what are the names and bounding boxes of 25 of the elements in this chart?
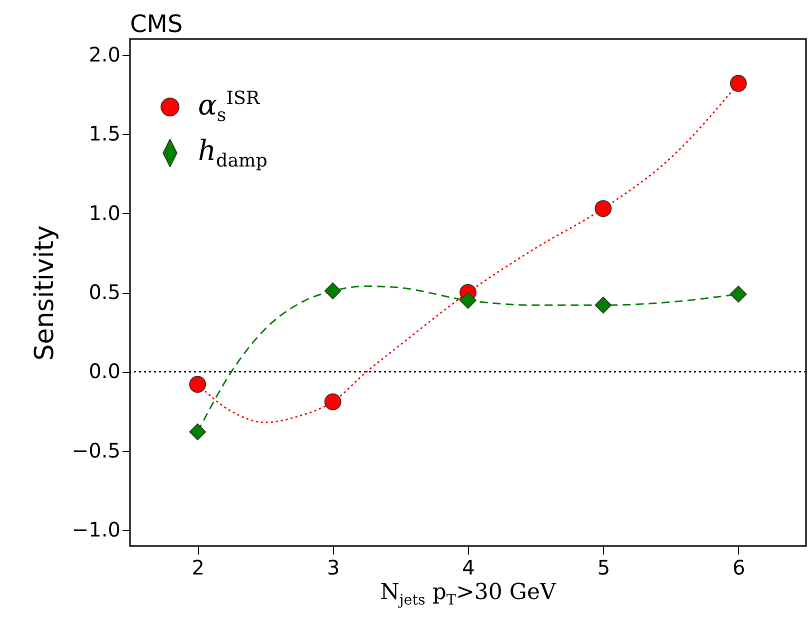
y-tick-label: 0.5 <box>88 280 120 304</box>
x-tick-label: 3 <box>326 556 340 580</box>
point <box>324 282 342 300</box>
x-tick-label: 5 <box>597 556 610 580</box>
chart-title: CMS <box>130 10 183 38</box>
point <box>460 292 476 309</box>
legend-label: h$_{damp}$ <box>198 134 268 172</box>
y-tick-label: 1.5 <box>88 122 120 146</box>
point <box>594 200 612 217</box>
y-tick-label: 1.0 <box>88 200 120 225</box>
point <box>594 296 612 314</box>
point <box>324 393 342 410</box>
x-tick-label: 6 <box>732 556 746 580</box>
point <box>189 423 206 440</box>
y-tick-label: −1.0 <box>72 518 120 542</box>
y-axis-title: Sensitivity <box>30 225 60 361</box>
x-axis-title: N$_{jets}$ p$_{T}$>30 GeV <box>379 580 558 608</box>
y-tick-label: 0.0 <box>88 359 120 384</box>
x-tick-label: 4 <box>462 556 475 580</box>
x-tick-label: 2 <box>192 556 204 580</box>
point <box>730 74 747 92</box>
y-tick-label: −0.5 <box>72 438 120 462</box>
point <box>189 376 206 393</box>
point <box>730 286 747 303</box>
y-tick-label: 2.0 <box>88 42 120 66</box>
